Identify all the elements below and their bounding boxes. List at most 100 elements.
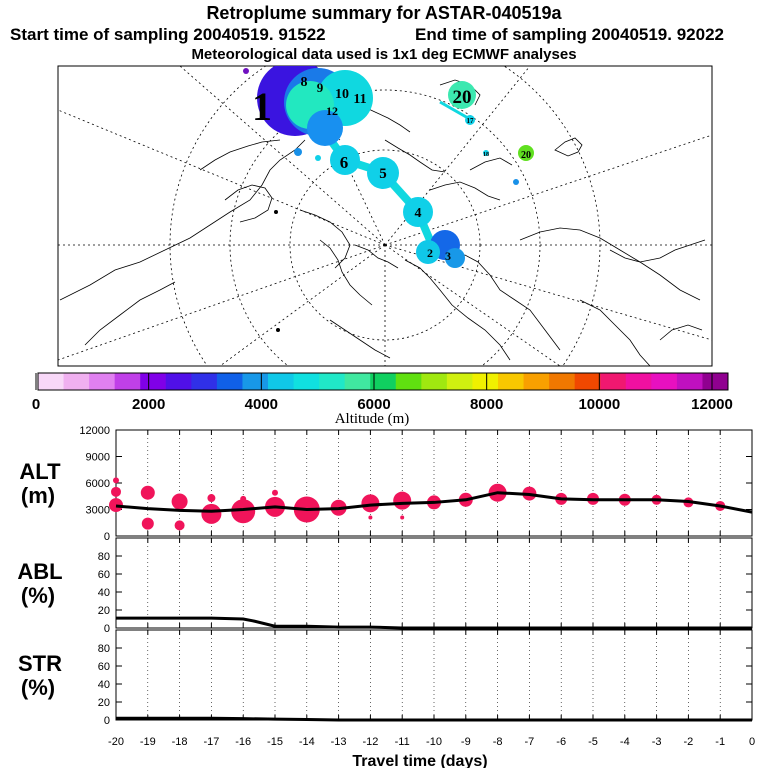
colorbar-swatch [63,373,90,390]
plume-blob [330,145,360,175]
colorbar-swatch [216,373,243,390]
alt-point [113,477,119,484]
y-tick-label: 80 [98,643,110,655]
y-tick-label: 60 [98,661,110,673]
x-tick-label: -15 [267,736,283,748]
alt-mean-line [115,491,753,514]
panel-label: STR [18,651,62,676]
panel-unit: (%) [21,583,55,608]
map-day-label: 1 [252,84,272,129]
colorbar-swatch [140,373,167,390]
alt-point [361,494,380,513]
x-axis-title: Travel time (days) [352,753,487,768]
met-data-note: Meteorological data used is 1x1 deg ECMW… [191,46,577,63]
plume-blob [294,148,302,156]
plume-blob [403,197,433,227]
map-day-label: 5 [379,166,387,182]
x-tick-label: -20 [108,736,124,748]
x-tick-label: -11 [395,736,410,748]
colorbar-tick-label: 4000 [245,396,278,413]
y-tick-label: 0 [104,623,110,635]
colorbar-swatch [38,373,65,390]
map-day-label: 4 [415,206,422,221]
time-series-panels: 030006000900012000ALT(m)020406080ABL(%)0… [17,425,755,748]
alt-point [111,486,121,497]
alt-point [272,489,278,496]
end-time: End time of sampling 20040519. 92022 [415,25,724,44]
x-tick-label: -8 [493,736,503,748]
alt-point [400,515,405,520]
alt-point [201,503,222,524]
colorbar-frame [37,372,729,391]
plume-blob [465,115,475,125]
map-day-label: 18 [483,152,489,158]
map-day-label: 9 [317,80,324,95]
alt-point [140,485,155,500]
colorbar-tick-label: 0 [32,396,40,413]
alt-point [393,491,412,510]
colorbar-swatch [293,373,320,390]
y-tick-label: 20 [98,697,110,709]
y-tick-label: 0 [104,531,110,543]
y-tick-label: 40 [98,679,110,691]
panel-label: ABL [17,559,62,584]
alt-point [240,495,247,502]
colorbar-swatch [114,373,141,390]
colorbar-swatch [242,373,269,390]
plume-blob [448,81,476,109]
colorbar-swatch [702,373,729,390]
map-day-label: 3 [445,249,451,263]
alt-point [109,498,123,513]
x-tick-label: -5 [588,736,598,748]
x-tick-label: -4 [620,736,630,748]
colorbar-swatch [421,373,448,390]
colorbar-tick-label: 2000 [132,396,165,413]
colorbar-tick-label: 10000 [578,396,620,413]
x-tick-label: -6 [556,736,566,748]
plume-blob [518,145,534,161]
colorbar-swatch [498,373,525,390]
x-tick-label: -3 [652,736,662,748]
colorbar-swatch [446,373,473,390]
colorbar-swatch [191,373,218,390]
y-tick-label: 60 [98,569,110,581]
map-day-label: 12 [326,104,338,118]
x-tick-label: -14 [299,736,315,748]
colorbar-swatch [600,373,627,390]
altitude-colorbar: 0 2000 4000 6000 8000 10000 12000 [32,372,733,413]
map-day-label: 2 [427,246,433,260]
map-day-label: 10 [335,87,349,102]
map-day-label: 8 [301,75,308,90]
str-line [116,716,752,722]
x-tick-label: -13 [331,736,347,748]
panel-unit: (m) [21,483,55,508]
x-tick-label: -17 [203,736,219,748]
plume-blob [274,210,278,214]
y-tick-label: 20 [98,605,110,617]
map-day-label: 17 [467,117,475,125]
x-tick-label: -10 [426,736,442,748]
x-tick-label: -12 [362,736,378,748]
y-tick-label: 3000 [86,505,110,517]
colorbar-swatch [676,373,703,390]
x-tick-label: -9 [461,736,471,748]
colorbar-swatch [472,373,499,390]
map-day-label: 20 [453,87,472,108]
plume-blob [416,240,440,264]
y-tick-label: 40 [98,587,110,599]
map-day-label: 11 [353,92,366,107]
x-tick-label: -19 [140,736,156,748]
alt-point [171,493,188,510]
y-tick-label: 9000 [86,452,110,464]
y-tick-label: 0 [104,715,110,727]
panel-label: ALT [19,459,61,484]
colorbar-swatch [319,373,346,390]
alt-point [174,520,185,531]
x-tick-label: -2 [684,736,694,748]
x-tick-label: -18 [172,736,188,748]
colorbar-swatch [395,373,422,390]
map-day-label: 6 [340,153,349,172]
